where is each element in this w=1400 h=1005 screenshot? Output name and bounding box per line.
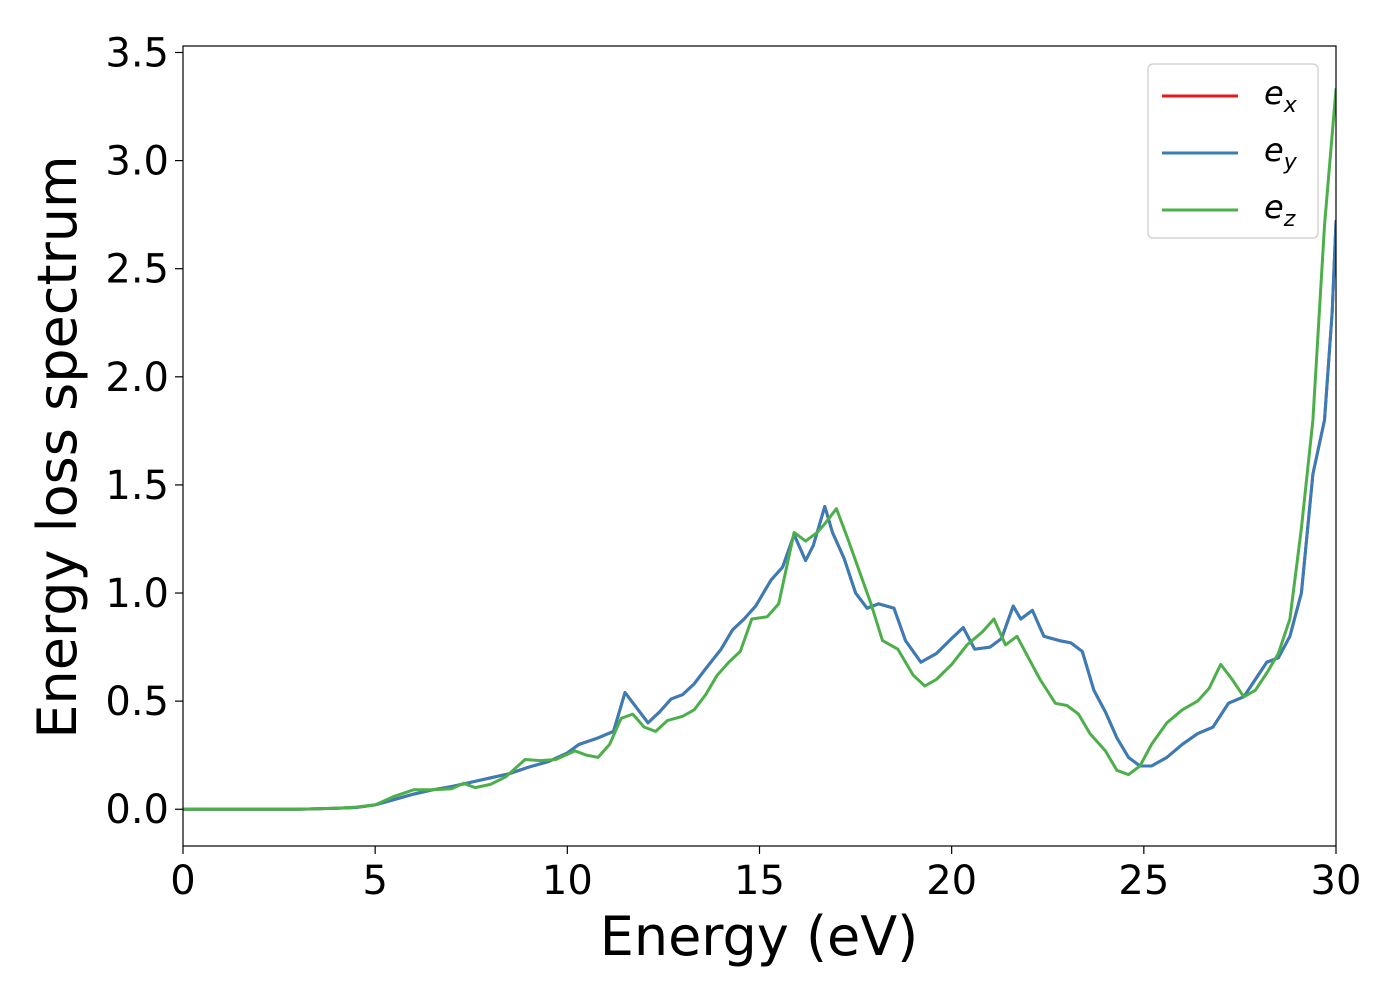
- series-layer: [183, 87, 1336, 811]
- x-tick-label: 5: [362, 858, 387, 904]
- y-tick-label: 0.5: [105, 679, 169, 725]
- x-tick-label: 15: [734, 858, 785, 904]
- series-line-y: [183, 219, 1336, 811]
- legend-label-y: ey: [1264, 131, 1298, 175]
- axes-layer: 0 5 10 15 20 25 30 0.0 0.5 1.0 1.5 2.0 2.5 3.0 3.5: [105, 30, 1361, 904]
- y-tick-label: 1.5: [105, 463, 169, 509]
- x-tick-label: 20: [926, 858, 977, 904]
- y-axis-title: Energy loss spectrum: [26, 155, 89, 738]
- x-axis-title: Energy (eV): [600, 905, 919, 968]
- x-tick-label: 25: [1118, 858, 1169, 904]
- y-tick-label: 0.0: [105, 787, 169, 833]
- x-tick-label: 30: [1311, 858, 1362, 904]
- y-tick-label: 3.5: [105, 30, 169, 76]
- y-tick-label: 2.0: [105, 355, 169, 401]
- y-tick-label: 1.0: [105, 571, 169, 617]
- x-tick-label: 0: [170, 858, 195, 904]
- legend-box: [1147, 63, 1319, 239]
- x-tick-label: 10: [542, 858, 593, 904]
- series-line-x: [183, 219, 1336, 811]
- y-tick-label: 3.0: [105, 139, 169, 185]
- y-tick-label: 2.5: [105, 247, 169, 293]
- legend-label-x: ex: [1264, 74, 1298, 118]
- series-line-z: [183, 87, 1336, 811]
